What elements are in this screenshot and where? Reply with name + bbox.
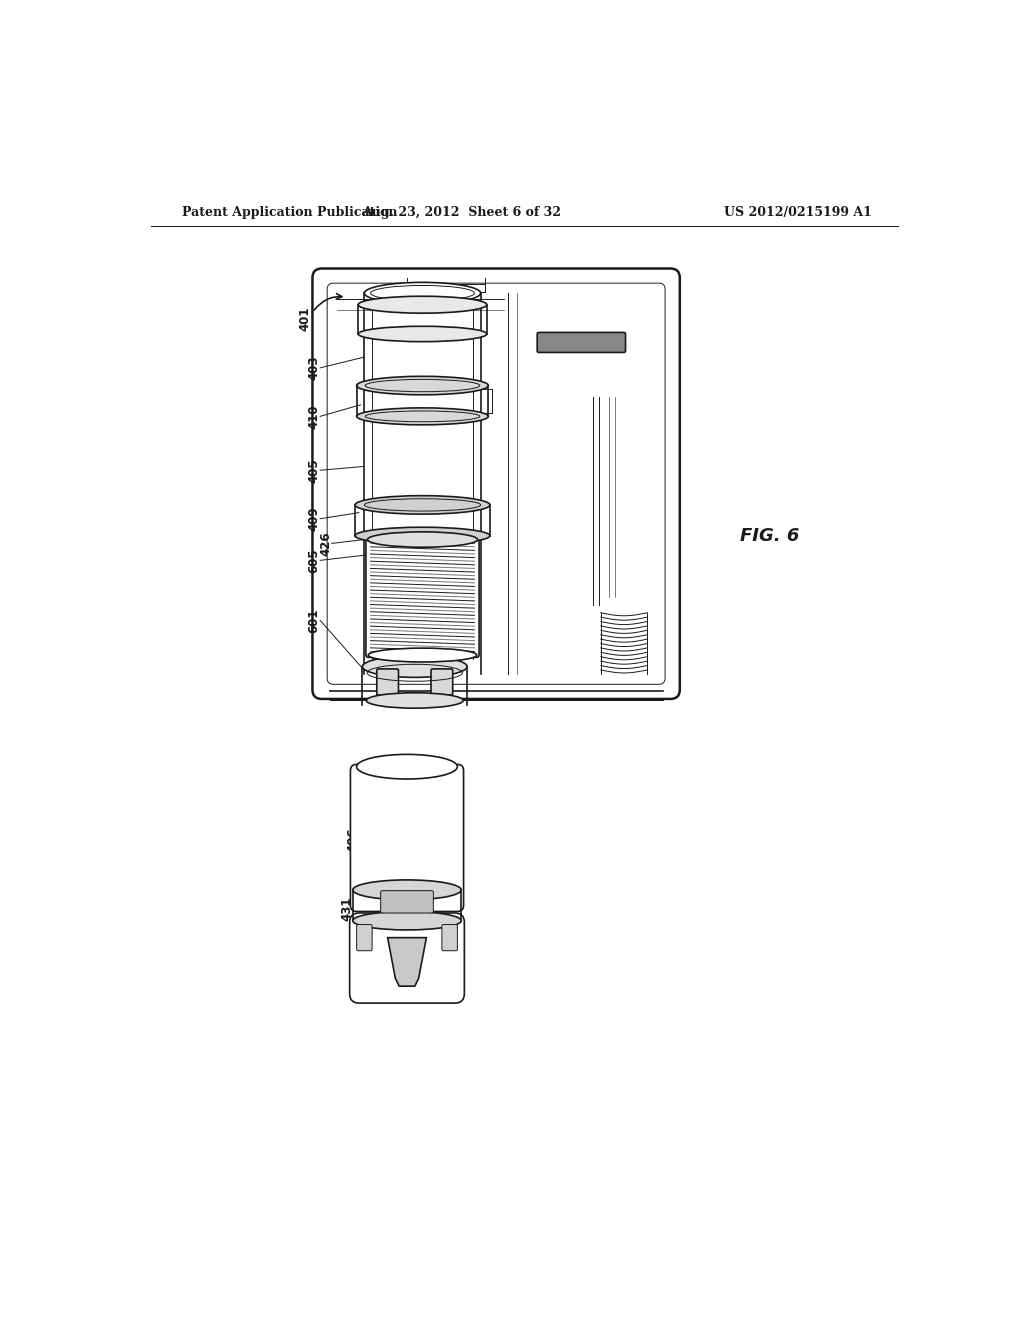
Ellipse shape (367, 693, 463, 708)
Ellipse shape (352, 911, 461, 929)
FancyBboxPatch shape (349, 913, 464, 1003)
FancyBboxPatch shape (356, 924, 372, 950)
Polygon shape (388, 937, 426, 986)
Ellipse shape (368, 532, 477, 548)
Text: 605: 605 (307, 548, 321, 573)
Text: 431: 431 (340, 896, 353, 921)
Text: 426: 426 (319, 531, 332, 556)
Ellipse shape (355, 527, 489, 544)
FancyBboxPatch shape (442, 924, 458, 950)
Ellipse shape (355, 496, 489, 515)
Ellipse shape (356, 755, 458, 779)
FancyBboxPatch shape (431, 669, 453, 696)
Ellipse shape (356, 376, 488, 395)
FancyBboxPatch shape (366, 537, 479, 657)
FancyBboxPatch shape (312, 268, 680, 700)
Text: 406: 406 (346, 828, 359, 853)
Text: 410: 410 (307, 404, 321, 429)
Text: 403: 403 (307, 355, 321, 380)
FancyBboxPatch shape (377, 669, 398, 696)
Ellipse shape (369, 648, 477, 661)
Text: Aug. 23, 2012  Sheet 6 of 32: Aug. 23, 2012 Sheet 6 of 32 (361, 206, 561, 219)
Ellipse shape (365, 282, 480, 304)
Ellipse shape (352, 880, 461, 900)
Text: 601: 601 (307, 609, 321, 632)
Ellipse shape (358, 326, 486, 342)
Text: 405: 405 (307, 458, 321, 483)
FancyBboxPatch shape (381, 891, 433, 913)
Text: 409: 409 (307, 507, 321, 531)
FancyBboxPatch shape (538, 333, 626, 352)
FancyBboxPatch shape (350, 764, 464, 911)
Ellipse shape (358, 296, 486, 313)
Text: FIG. 6: FIG. 6 (740, 527, 800, 545)
Text: Patent Application Publication: Patent Application Publication (182, 206, 397, 219)
Text: 401: 401 (298, 306, 311, 331)
Ellipse shape (356, 408, 488, 425)
Ellipse shape (362, 656, 467, 677)
Text: US 2012/0215199 A1: US 2012/0215199 A1 (724, 206, 872, 219)
